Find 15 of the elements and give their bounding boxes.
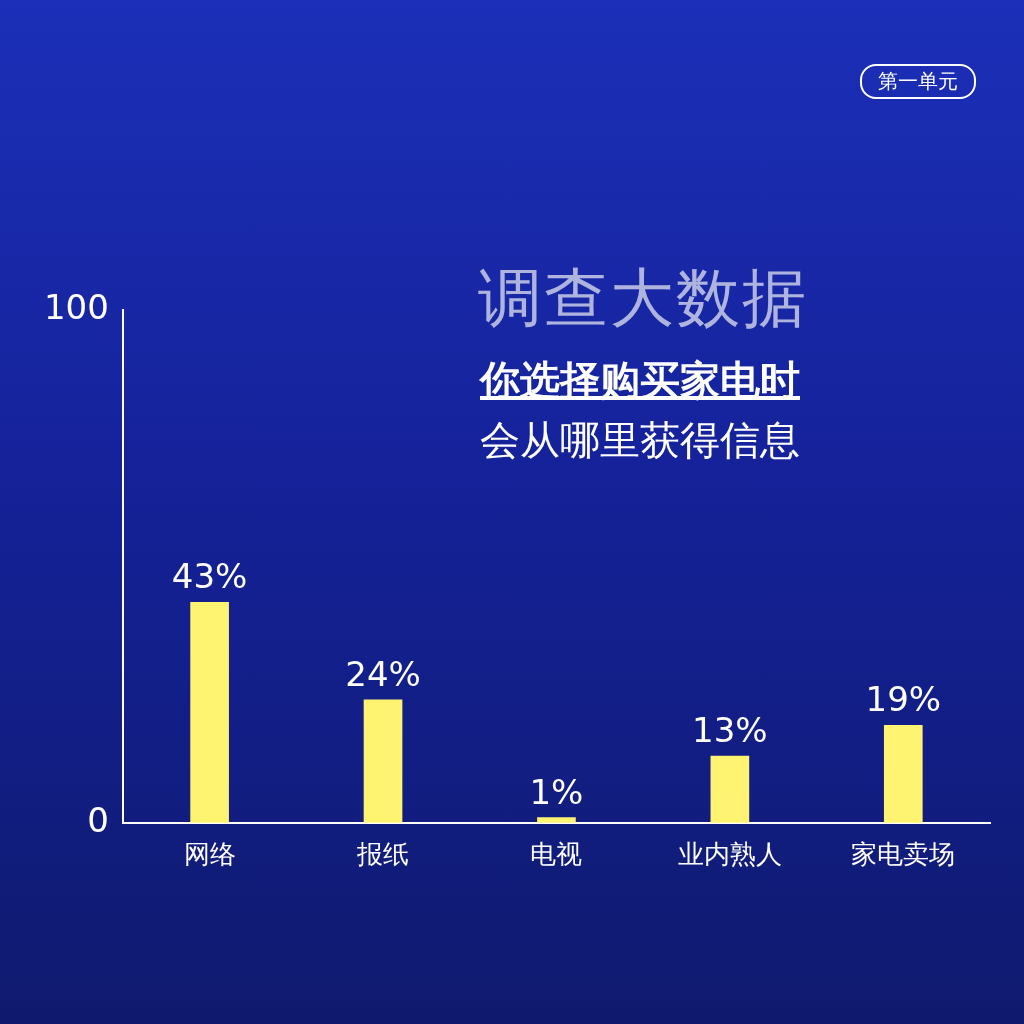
x-tick-label: 报纸	[356, 839, 410, 870]
data-label: 1%	[529, 771, 584, 812]
text: 第一单元	[860, 64, 976, 99]
data-label: 13%	[692, 709, 768, 750]
data-label: 43%	[171, 556, 248, 597]
y-tick-label: 100	[43, 286, 109, 327]
data-label: 24%	[345, 653, 421, 694]
chart-title: 调查大数据	[478, 260, 808, 337]
text: 你选择购买家电时会从哪里获得信息	[480, 356, 801, 465]
y-tick-label: 0	[87, 799, 109, 840]
x-tick-label: 电视	[530, 839, 583, 870]
x-tick-label: 网络	[183, 839, 236, 870]
data-label: 19%	[865, 679, 942, 720]
x-tick-label: 业内熟人	[677, 839, 782, 870]
x-tick-label: 家电卖场	[851, 839, 956, 870]
